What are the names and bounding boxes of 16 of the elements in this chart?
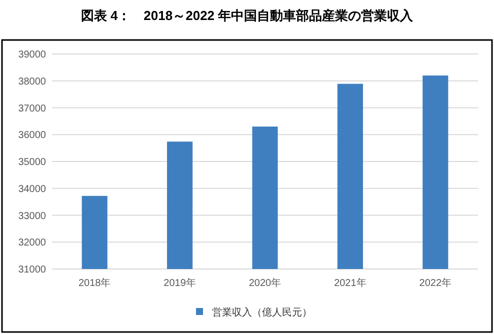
y-tick-label: 31000 — [18, 264, 46, 276]
y-tick-label: 39000 — [18, 50, 46, 60]
y-tick-label: 37000 — [18, 103, 46, 114]
y-tick-label: 33000 — [18, 210, 46, 222]
y-tick-label: 34000 — [18, 184, 46, 195]
x-tick-label: 2019年 — [164, 277, 196, 289]
x-tick-label: 2018年 — [78, 277, 111, 289]
chart-title: 図表 4： 2018～2022 年中国自動車部品産業の営業収入 — [80, 8, 414, 23]
x-tick-label: 2020年 — [248, 277, 282, 289]
y-tick-label: 35000 — [18, 157, 46, 168]
x-tick-label: 2021年 — [334, 277, 366, 289]
y-tick-label: 36000 — [18, 130, 46, 142]
y-tick-label: 38000 — [18, 76, 46, 88]
legend-label: 営業収入（億人民元） — [212, 306, 312, 318]
x-tick-label: 2022年 — [419, 277, 452, 289]
y-tick-label: 32000 — [18, 238, 46, 249]
